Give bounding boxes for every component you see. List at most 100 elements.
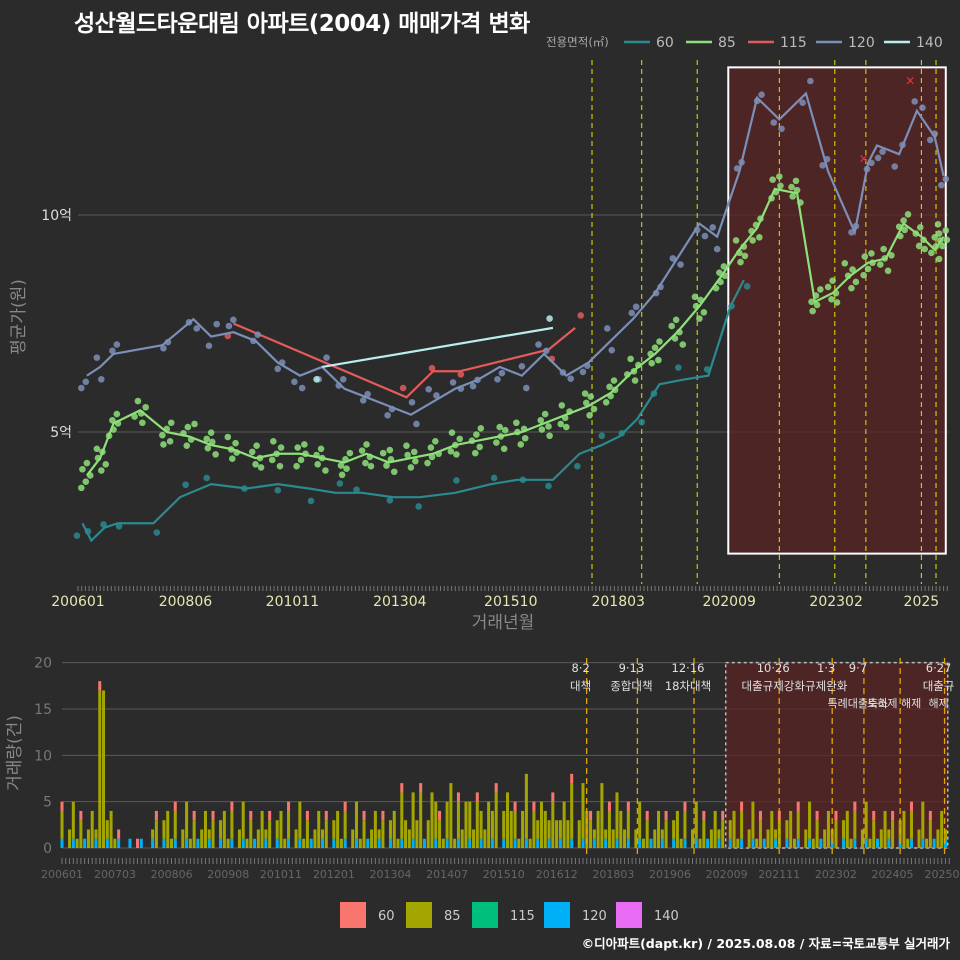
volume-bar [438,820,442,848]
volume-bar [366,838,370,848]
data-point [323,354,330,361]
volume-bar [264,838,268,848]
volume-bar [879,829,883,848]
volume-bar [287,810,291,839]
volume-bar [162,838,166,848]
data-point [737,258,744,266]
volume-bar [449,783,453,848]
volume-bar [275,838,279,848]
volume-bar [253,838,257,848]
volume-bar [747,829,751,848]
volume-bar [672,820,676,839]
data-point [498,369,506,377]
data-point [78,384,85,392]
data-point [793,186,801,194]
volume-bar [528,838,532,848]
volume-bar [483,829,487,848]
data-point [942,227,950,234]
volume-bar [434,838,438,848]
data-point [523,384,530,392]
event-date: 10·26 [757,661,790,675]
x-tick-label: 200806 [159,594,213,610]
y-tick-label: 15 [34,702,52,718]
series-line-85 [86,187,945,477]
volume-bar [60,838,64,848]
volume-bar [932,838,936,848]
data-point [367,462,375,470]
data-point [383,462,390,469]
data-point [518,363,526,370]
volume-bar [891,810,895,821]
volume-bar [755,838,759,848]
volume-bar [181,829,185,848]
y-tick-label: 20 [34,656,52,672]
volume-bar [740,810,744,839]
data-point [732,237,740,244]
data-point [789,193,796,200]
data-point [928,249,935,257]
volume-bar [830,829,834,839]
data-point [716,269,723,276]
volume-bar [940,810,944,848]
volume-bar [921,838,925,848]
series-line-115 [232,322,576,399]
data-point [911,98,919,105]
data-point [182,481,189,489]
data-point [807,77,814,85]
volume-bar [207,829,211,839]
volume-bar [872,820,876,848]
data-point [471,449,479,457]
volume-bar [683,838,687,848]
data-point [407,464,415,471]
volume-bar [373,810,377,848]
volume-bar [105,838,109,848]
volume-bar [547,838,551,848]
x-tick-label: 202009 [702,594,755,610]
volume-bar [702,810,706,821]
data-point [204,444,212,452]
data-point [606,383,613,391]
volume-bar [211,820,215,848]
volume-bar [317,810,321,848]
x-tick-label: 202507 [924,868,960,881]
x-tick-label: 200703 [94,868,136,881]
volume-bar [789,810,793,848]
volume-bar [245,838,249,848]
data-point [809,307,816,315]
volume-bar [592,829,596,839]
series-115 [224,312,584,399]
volume-bar [294,829,298,848]
volume-bar [90,810,94,848]
volume-bar [185,838,189,848]
x-tick-label: 201011 [266,594,319,610]
data-point [901,226,909,234]
data-point [476,443,484,451]
volume-bar [407,829,411,848]
volume-bar [411,792,415,839]
data-point [916,224,924,231]
legend-key-85 [406,902,432,928]
x-tick-label: 202302 [815,868,857,881]
event-date: 8·2 [571,661,589,675]
data-point [301,441,308,448]
volume-bar [324,810,328,821]
volume-bar [494,783,498,793]
volume-bar [71,838,75,848]
data-point [257,464,265,471]
volume-bar [887,838,891,848]
volume-bar [490,810,494,839]
volume-bar [230,801,234,811]
volume-bar [268,810,272,821]
data-point [541,410,549,418]
data-point [248,448,256,456]
volume-bar [188,838,192,848]
volume-bar [196,838,200,848]
volume-bar [83,838,87,848]
volume-bar [79,810,83,821]
volume-bar [94,829,98,839]
data-point [776,173,783,180]
volume-bar [411,838,415,848]
volume-bar [173,801,177,811]
data-point [861,253,869,260]
volume-bar [615,838,619,848]
